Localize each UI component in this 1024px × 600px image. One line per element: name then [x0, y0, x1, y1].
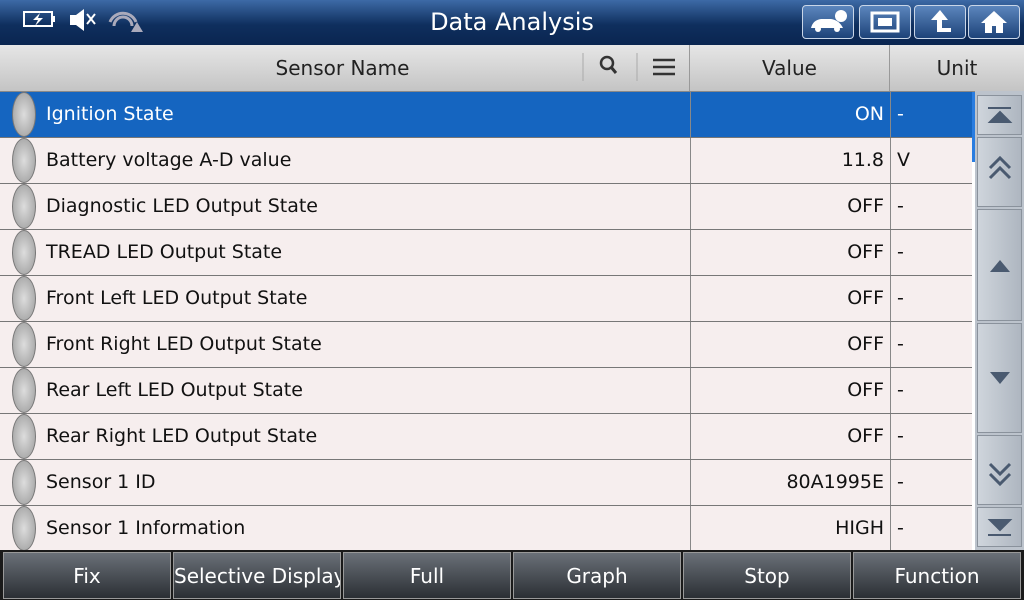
sensor-name: Diagnostic LED Output State [46, 195, 318, 217]
title: Data Analysis [430, 8, 594, 36]
sensor-unit: - [890, 276, 972, 321]
header-cell: Sensor Name [0, 45, 690, 91]
row-radio[interactable] [12, 322, 36, 367]
sensor-unit: - [890, 460, 972, 505]
sensor-value: OFF [690, 414, 884, 459]
scrollbar-thumb [972, 92, 975, 162]
sensor-value: OFF [690, 322, 884, 367]
header-cell: Value [690, 45, 890, 91]
sensor-value: OFF [690, 368, 884, 413]
scroll-bottom-button[interactable] [977, 507, 1022, 547]
footer-button[interactable]: Full [343, 552, 511, 599]
row-radio[interactable] [12, 276, 36, 321]
row-radio[interactable] [12, 92, 36, 137]
row-radio[interactable] [12, 230, 36, 275]
scroll-top-button[interactable] [977, 95, 1022, 135]
sensor-value: ON [690, 92, 884, 137]
sensor-unit: - [890, 322, 972, 367]
header-cell: Unit [936, 56, 978, 80]
sensor-unit: - [890, 92, 972, 137]
back-button[interactable] [914, 5, 966, 39]
footer-button[interactable]: Stop [683, 552, 851, 599]
sensor-value: 80A1995E [690, 460, 884, 505]
sensor-unit: - [890, 184, 972, 229]
table-row[interactable]: Rear Right LED Output State OFF - [0, 414, 972, 460]
sensor-value: OFF [690, 276, 884, 321]
vehicle-info-button[interactable] [802, 5, 854, 39]
sensor-name: Sensor 1 Information [46, 517, 246, 539]
sensor-name: Front Left LED Output State [46, 287, 308, 309]
sensor-value: HIGH [690, 506, 884, 551]
sensor-name: Ignition State [46, 103, 174, 125]
sensor-unit: - [890, 414, 972, 459]
footer-button[interactable]: Selective Display [173, 552, 341, 599]
sensor-unit: - [890, 230, 972, 275]
sensor-value: OFF [690, 230, 884, 275]
page-up-button[interactable] [977, 137, 1022, 207]
print-button[interactable] [859, 5, 911, 39]
table-row[interactable]: Sensor 1 ID 80A1995E - [0, 460, 972, 506]
table-row[interactable]: Ignition State ON - [0, 92, 972, 138]
home-button[interactable] [968, 5, 1020, 39]
table-row[interactable]: Sensor 1 Information HIGH - [0, 506, 972, 552]
row-radio[interactable] [12, 138, 36, 183]
column-name: Sensor Name [275, 56, 410, 80]
page-down-button[interactable] [977, 435, 1022, 505]
sensor-name: Front Right LED Output State [46, 333, 322, 355]
sensor-name: Rear Left LED Output State [46, 379, 303, 401]
footer-button[interactable]: Graph [513, 552, 681, 599]
table-header: Sensor Name Value Unit [0, 45, 1024, 92]
row-radio[interactable] [12, 460, 36, 505]
sensor-value: 11.8 [690, 138, 884, 183]
table-row[interactable]: TREAD LED Output State OFF - [0, 230, 972, 276]
scroll-down-button[interactable] [977, 323, 1022, 433]
sensor-name: Battery voltage A-D value [46, 149, 292, 171]
footer-button[interactable]: Function [853, 552, 1021, 599]
sensor-name: TREAD LED Output State [46, 241, 283, 263]
status-icons [23, 9, 143, 32]
sensor-name: Rear Right LED Output State [46, 425, 318, 447]
row-radio[interactable] [12, 184, 36, 229]
footer-button[interactable]: Fix [3, 552, 171, 599]
table-row[interactable]: Front Right LED Output State OFF - [0, 322, 972, 368]
header-tools[interactable] [580, 45, 690, 91]
sensor-unit: V [890, 138, 972, 183]
sensor-name: Sensor 1 ID [46, 471, 156, 493]
table-row[interactable]: Rear Left LED Output State OFF - [0, 368, 972, 414]
scroll-up-button[interactable] [977, 209, 1022, 321]
sensor-unit: - [890, 506, 972, 551]
table-row[interactable]: Front Left LED Output State OFF - [0, 276, 972, 322]
sensor-value: OFF [690, 184, 884, 229]
table-row[interactable]: Battery voltage A-D value 11.8 V [0, 138, 972, 184]
row-radio[interactable] [12, 368, 36, 413]
title-bar: Data Analysis [0, 0, 1024, 45]
sensor-unit: - [890, 368, 972, 413]
row-radio[interactable] [12, 506, 36, 551]
table-row[interactable]: Diagnostic LED Output State OFF - [0, 184, 972, 230]
button-bar: Fix Selective Display Full Graph Stop Functio… [0, 550, 1024, 600]
row-radio[interactable] [12, 414, 36, 459]
scroll-panel [975, 91, 1024, 550]
